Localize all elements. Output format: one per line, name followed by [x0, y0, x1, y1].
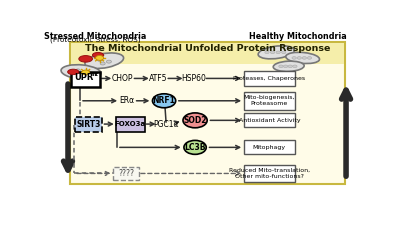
Ellipse shape: [61, 65, 101, 79]
Text: LC3B: LC3B: [184, 143, 206, 152]
FancyBboxPatch shape: [244, 165, 295, 182]
FancyBboxPatch shape: [71, 72, 100, 87]
FancyBboxPatch shape: [244, 140, 295, 154]
Text: Stressed Mitochondria: Stressed Mitochondria: [44, 32, 146, 41]
Text: CHOP: CHOP: [112, 74, 134, 83]
Circle shape: [96, 55, 104, 60]
Circle shape: [106, 60, 111, 63]
Text: Reduced Mito-translation,
Other mito-functions?: Reduced Mito-translation, Other mito-fun…: [229, 168, 310, 179]
Text: HSP60: HSP60: [182, 74, 206, 83]
Text: FOXO3a: FOXO3a: [114, 121, 146, 127]
Circle shape: [78, 72, 84, 75]
Text: Mitophagy: Mitophagy: [253, 145, 286, 150]
Text: Antioxidant Activity: Antioxidant Activity: [238, 118, 300, 123]
Text: ERα: ERα: [119, 96, 134, 105]
FancyBboxPatch shape: [70, 42, 346, 184]
Circle shape: [307, 57, 312, 59]
FancyBboxPatch shape: [71, 43, 344, 64]
Ellipse shape: [152, 94, 176, 108]
Ellipse shape: [286, 52, 320, 64]
Circle shape: [265, 51, 269, 54]
FancyBboxPatch shape: [113, 167, 139, 180]
Text: mt: mt: [91, 72, 99, 77]
FancyBboxPatch shape: [244, 92, 295, 110]
Text: Healthy Mitochondria: Healthy Mitochondria: [249, 32, 347, 41]
Ellipse shape: [258, 46, 294, 59]
Circle shape: [288, 65, 292, 68]
Ellipse shape: [273, 61, 304, 71]
Text: PGC1α: PGC1α: [154, 120, 179, 129]
Text: Proteases, Chaperones: Proteases, Chaperones: [233, 76, 305, 81]
Text: ????: ????: [118, 169, 134, 178]
Text: NRF1: NRF1: [153, 96, 176, 105]
Ellipse shape: [85, 53, 124, 68]
Circle shape: [293, 65, 297, 68]
Circle shape: [284, 65, 288, 68]
Text: (Proteotoxic Stress, ROS): (Proteotoxic Stress, ROS): [50, 37, 140, 43]
Text: The Mitochondrial Unfolded Protein Response: The Mitochondrial Unfolded Protein Respo…: [85, 44, 330, 53]
FancyBboxPatch shape: [116, 117, 144, 132]
Circle shape: [292, 57, 296, 59]
Circle shape: [297, 57, 302, 59]
Ellipse shape: [183, 113, 207, 128]
Text: Mito-biogenesis,
Proteasome: Mito-biogenesis, Proteasome: [244, 95, 295, 106]
Ellipse shape: [79, 56, 92, 62]
Ellipse shape: [92, 53, 104, 58]
Text: UPR: UPR: [74, 73, 94, 82]
Circle shape: [100, 62, 105, 65]
FancyBboxPatch shape: [244, 71, 295, 86]
Ellipse shape: [68, 69, 79, 75]
FancyBboxPatch shape: [75, 117, 102, 132]
Circle shape: [282, 51, 286, 54]
Circle shape: [279, 65, 283, 68]
Ellipse shape: [184, 140, 206, 154]
Circle shape: [85, 70, 90, 73]
Text: SIRT3: SIRT3: [76, 120, 101, 129]
Circle shape: [76, 69, 80, 72]
Text: SOD2: SOD2: [183, 116, 207, 125]
Circle shape: [302, 57, 306, 59]
Circle shape: [82, 70, 90, 75]
Circle shape: [276, 51, 280, 54]
Circle shape: [270, 51, 275, 54]
Text: ATF5: ATF5: [149, 74, 168, 83]
Circle shape: [97, 58, 102, 61]
FancyBboxPatch shape: [244, 113, 295, 127]
